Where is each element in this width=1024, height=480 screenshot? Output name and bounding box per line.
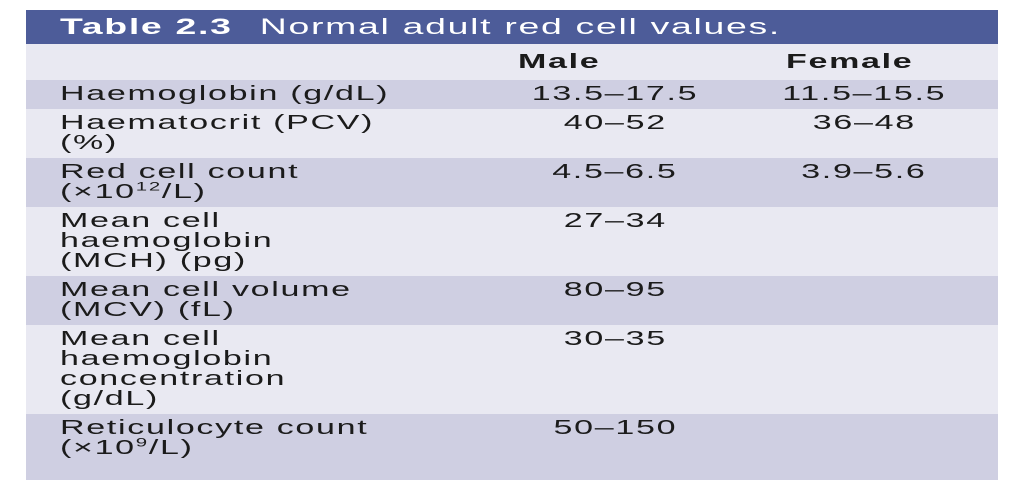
- unit-suffix: /L): [161, 181, 207, 203]
- value-cell-male: 4.5–6.5: [500, 162, 730, 182]
- row-label-line: Mean cell: [60, 210, 221, 232]
- table-title-bar: Table 2.3 Normal adult red cell values.: [26, 10, 998, 44]
- table-row-haemoglobin: Haemoglobin (g/dL) 13.5–17.5 11.5–15.5: [26, 80, 998, 109]
- value-cell-male: 50–150: [500, 418, 730, 438]
- male-value: 27–34: [563, 210, 667, 232]
- row-label-line: (MCV) (fL): [60, 299, 236, 321]
- row-label-line: (×109/L): [60, 435, 808, 459]
- male-value: 80–95: [563, 279, 667, 301]
- table-row-mch: Mean cell haemoglobin (MCH) (pg) 27–34: [26, 207, 998, 276]
- unit-superscript: 12: [135, 179, 162, 194]
- row-label: Mean cell haemoglobin (MCH) (pg): [26, 211, 500, 271]
- row-label-line: Haemoglobin (g/dL): [60, 83, 390, 105]
- table-row-reticulocyte: Reticulocyte count (×109/L) 50–150: [26, 414, 998, 480]
- female-value: 3.9–5.6: [801, 161, 927, 183]
- table-row-mcv: Mean cell volume (MCV) (fL) 80–95: [26, 276, 998, 325]
- row-label: Haematocrit (PCV) (%): [26, 113, 500, 153]
- unit-prefix: (×10: [60, 181, 136, 203]
- row-label: Red cell count (×1012/L): [26, 162, 500, 202]
- row-label-line: (%): [60, 132, 118, 154]
- row-label-line: Haematocrit (PCV): [60, 112, 375, 134]
- row-label: Mean cell haemoglobin concentration (g/d…: [26, 329, 500, 409]
- unit-suffix: /L): [148, 437, 194, 459]
- value-cell-male: 13.5–17.5: [500, 84, 730, 104]
- row-label-line: (g/dL): [60, 388, 160, 410]
- row-label-line: Mean cell volume: [60, 279, 352, 301]
- row-label-line: haemoglobin: [60, 348, 274, 370]
- row-label-line: (MCH) (pg): [60, 250, 247, 272]
- value-cell-female: 11.5–15.5: [730, 84, 998, 104]
- row-label-line: Reticulocyte count: [60, 417, 369, 439]
- row-label: Mean cell volume (MCV) (fL): [26, 280, 500, 320]
- row-label-line: haemoglobin: [60, 230, 274, 252]
- row-label-line: Red cell count: [60, 161, 300, 183]
- male-value: 40–52: [563, 112, 667, 134]
- value-cell-male: 30–35: [500, 329, 730, 349]
- table-row-haematocrit: Haematocrit (PCV) (%) 40–52 36–48: [26, 109, 998, 158]
- row-label: Reticulocyte count (×109/L): [26, 418, 500, 458]
- value-cell-male: 80–95: [500, 280, 730, 300]
- row-label-line: concentration: [60, 368, 287, 390]
- unit-prefix: (×10: [60, 437, 136, 459]
- column-header-male: Male: [500, 51, 730, 74]
- table-row-red-cell-count: Red cell count (×1012/L) 4.5–6.5 3.9–5.6: [26, 158, 998, 207]
- value-cell-male: 27–34: [500, 211, 730, 231]
- male-value: 13.5–17.5: [531, 83, 699, 105]
- unit-superscript: 9: [135, 435, 149, 450]
- table-row-mchc: Mean cell haemoglobin concentration (g/d…: [26, 325, 998, 414]
- value-cell-male: 40–52: [500, 113, 730, 133]
- value-cell-female: 36–48: [730, 113, 998, 133]
- column-header-female-label: Female: [786, 50, 914, 73]
- row-label-line: (×1012/L): [60, 179, 808, 203]
- male-value: 50–150: [553, 417, 677, 439]
- female-value: 36–48: [812, 112, 916, 134]
- row-label-line: Mean cell: [60, 328, 221, 350]
- table-title-text: Normal adult red cell values.: [259, 14, 781, 39]
- column-header-female: Female: [730, 51, 998, 74]
- column-header-row: Male Female: [26, 44, 998, 80]
- male-value: 30–35: [563, 328, 667, 350]
- table-number: Table 2.3: [60, 14, 233, 39]
- value-cell-female: 3.9–5.6: [730, 162, 998, 182]
- column-header-male-label: Male: [518, 50, 601, 73]
- table-title: Table 2.3 Normal adult red cell values.: [60, 14, 781, 40]
- male-value: 4.5–6.5: [552, 161, 678, 183]
- female-value: 11.5–15.5: [781, 83, 947, 105]
- table-2-3: Table 2.3 Normal adult red cell values. M…: [26, 10, 998, 480]
- row-label: Haemoglobin (g/dL): [26, 84, 500, 104]
